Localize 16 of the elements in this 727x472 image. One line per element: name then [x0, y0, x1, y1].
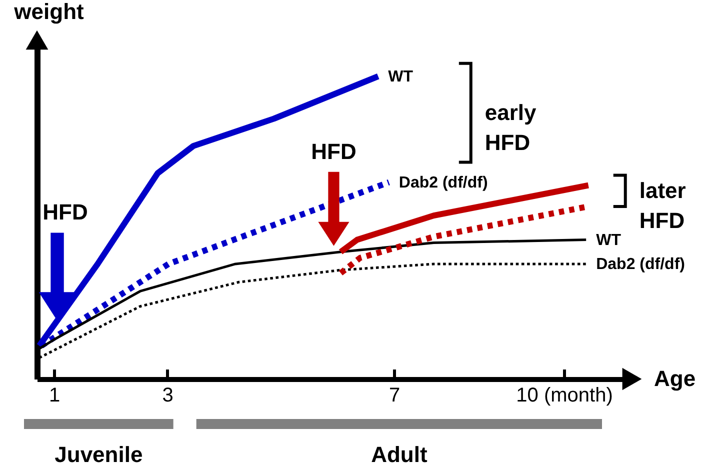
x-tick-label: 1	[48, 384, 60, 406]
text: Adult	[371, 442, 428, 467]
series-label: Dab2 (df/df)	[398, 174, 488, 192]
y-axis-title: weight	[13, 0, 84, 24]
x-tick-label: 10 (month)	[516, 384, 613, 406]
series-label: WT	[388, 68, 414, 86]
x-axis-title: Age	[654, 366, 696, 391]
series-label: WT	[596, 232, 622, 249]
x-tick-label: 3	[162, 384, 174, 406]
text: later HFD	[639, 178, 686, 233]
series-label: Dab2 (df/df)	[596, 256, 685, 273]
annotation: HFD	[42, 200, 88, 225]
text: Juvenile	[54, 442, 143, 467]
annotation: HFD	[311, 138, 356, 164]
x-tick-label: 7	[388, 384, 400, 406]
annotation: early HFD	[484, 100, 538, 155]
